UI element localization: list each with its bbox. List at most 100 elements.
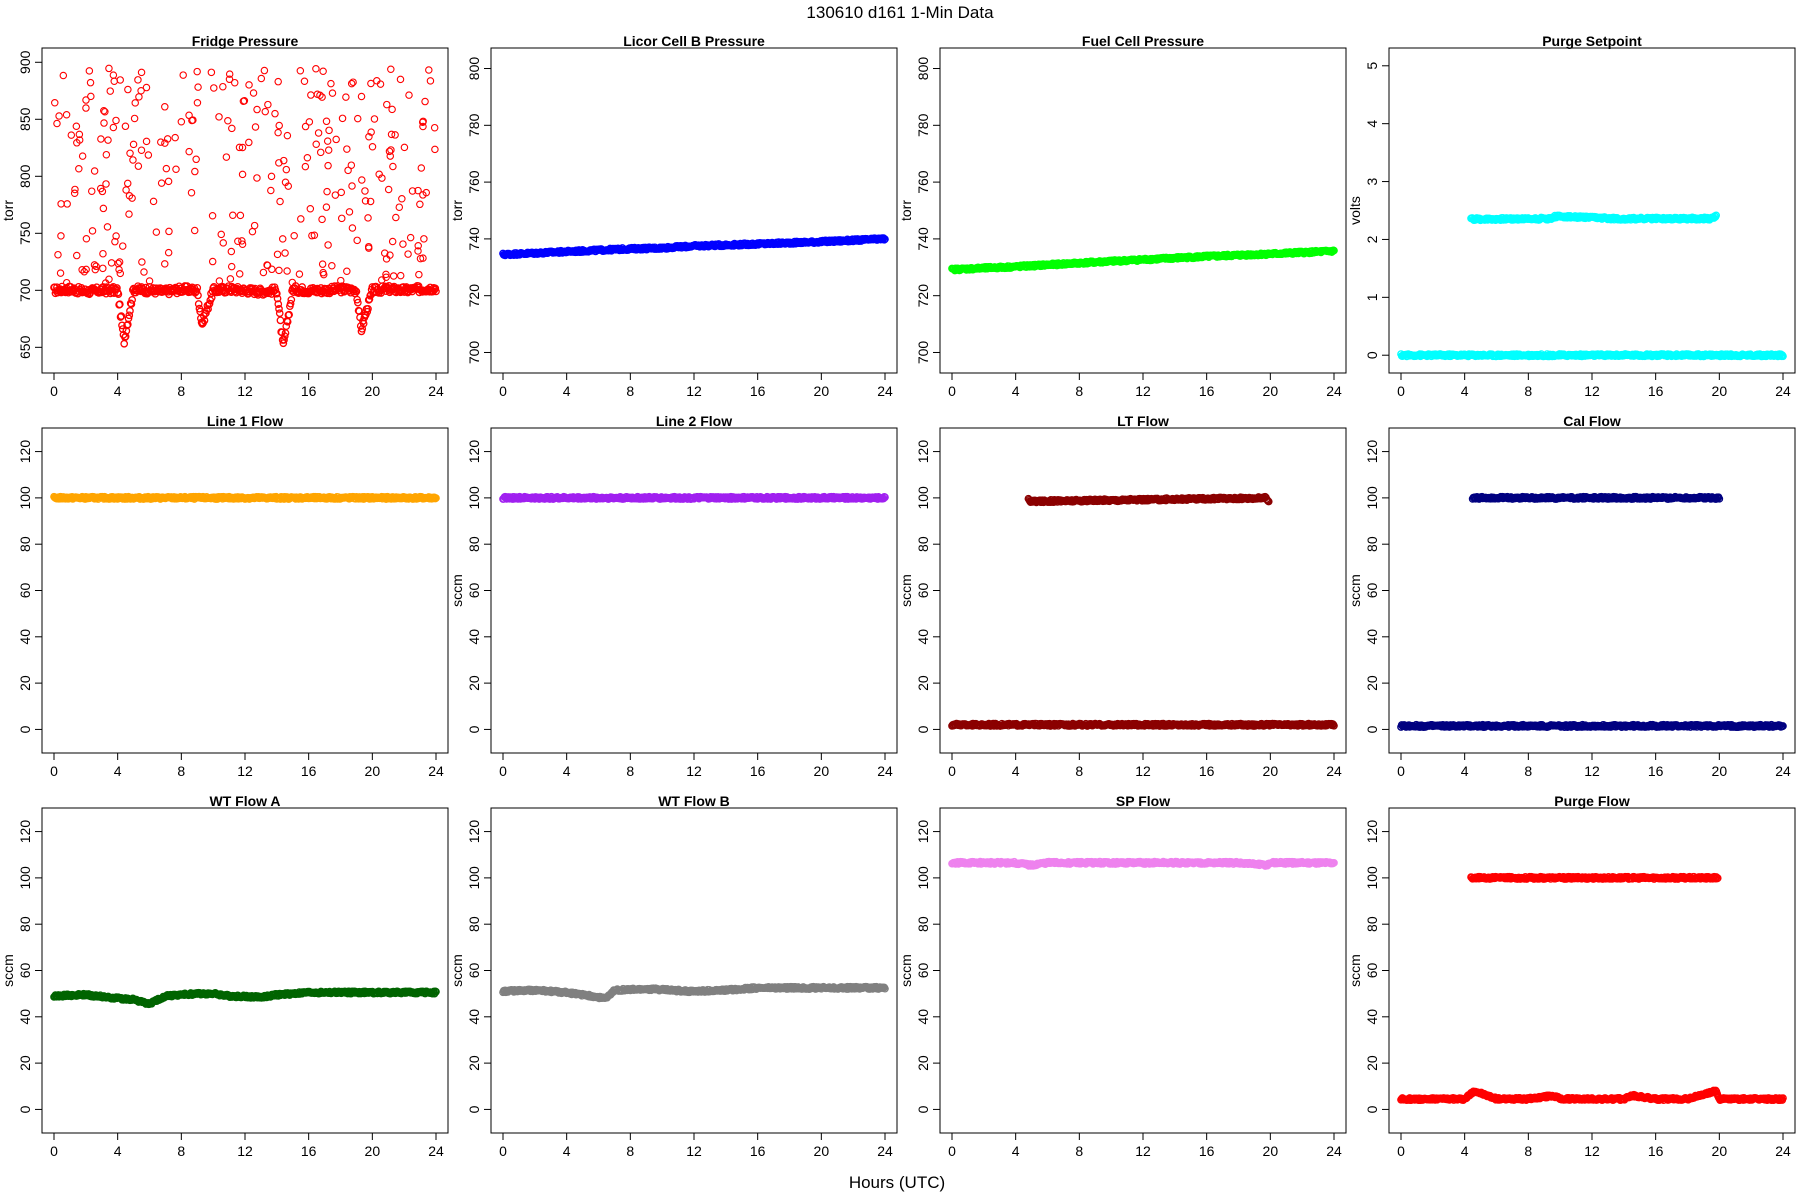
x-tick-label: 4 bbox=[1461, 763, 1469, 779]
x-tick-label: 16 bbox=[750, 383, 766, 399]
data-point bbox=[187, 188, 196, 197]
data-point bbox=[78, 152, 87, 160]
data-point bbox=[129, 140, 138, 149]
data-point bbox=[204, 305, 212, 313]
x-tick-label: 4 bbox=[114, 383, 122, 399]
data-point bbox=[1330, 246, 1338, 255]
x-tick-label: 12 bbox=[237, 763, 253, 779]
data-point bbox=[63, 200, 71, 208]
y-tick-label: 20 bbox=[915, 675, 931, 691]
data-point bbox=[226, 275, 235, 283]
data-point bbox=[121, 332, 130, 341]
data-point bbox=[228, 124, 236, 133]
y-tick-label: 850 bbox=[17, 107, 33, 131]
x-tick-label: 16 bbox=[1648, 763, 1664, 779]
data-point bbox=[281, 249, 289, 257]
data-point bbox=[380, 249, 389, 257]
data-point bbox=[100, 119, 108, 127]
data-point bbox=[57, 232, 65, 240]
data-point bbox=[208, 212, 217, 220]
data-point bbox=[318, 260, 327, 268]
data-point bbox=[138, 258, 146, 266]
data-point bbox=[332, 135, 340, 144]
data-point bbox=[337, 188, 346, 197]
y-tick-label: 800 bbox=[466, 57, 482, 81]
data-point bbox=[349, 78, 357, 86]
x-tick-label: 20 bbox=[1263, 383, 1279, 399]
data-point bbox=[112, 116, 120, 125]
data-point bbox=[343, 145, 351, 153]
data-point bbox=[275, 305, 283, 313]
data-point bbox=[99, 249, 107, 258]
data-point bbox=[260, 66, 269, 75]
data-point bbox=[328, 89, 337, 97]
x-tick-label: 0 bbox=[1397, 763, 1405, 779]
data-point bbox=[280, 336, 288, 344]
y-tick-label: 720 bbox=[466, 284, 482, 308]
data-point bbox=[124, 85, 132, 94]
y-tick-label: 60 bbox=[915, 583, 931, 599]
data-point bbox=[92, 262, 100, 271]
data-point bbox=[288, 278, 297, 287]
data-point bbox=[416, 254, 425, 263]
data-point bbox=[365, 295, 374, 304]
data-point bbox=[119, 242, 127, 250]
data-point bbox=[229, 211, 237, 219]
data-point bbox=[91, 265, 100, 274]
data-point bbox=[306, 204, 315, 213]
data-point bbox=[296, 67, 305, 75]
data-point bbox=[274, 300, 283, 308]
data-point bbox=[316, 148, 325, 157]
data-point bbox=[207, 68, 216, 77]
data-point bbox=[185, 147, 193, 156]
plot-frame bbox=[490, 427, 898, 754]
data-point bbox=[328, 262, 336, 270]
data-point bbox=[142, 83, 151, 92]
series-0 bbox=[499, 492, 889, 503]
data-point bbox=[227, 247, 236, 256]
data-point bbox=[125, 191, 134, 200]
y-tick-label: 40 bbox=[466, 629, 482, 645]
data-point bbox=[245, 138, 253, 147]
data-point bbox=[112, 232, 120, 240]
y-tick-label: 80 bbox=[17, 536, 33, 552]
data-point bbox=[414, 186, 422, 195]
data-point bbox=[129, 156, 137, 164]
data-point bbox=[99, 204, 108, 213]
data-point bbox=[137, 146, 146, 154]
data-point bbox=[318, 215, 326, 224]
data-point bbox=[425, 66, 433, 74]
x-tick-label: 12 bbox=[1135, 383, 1151, 399]
data-point bbox=[383, 100, 391, 109]
y-tick-label: 60 bbox=[1364, 583, 1380, 599]
data-point bbox=[353, 236, 361, 245]
data-point bbox=[295, 270, 304, 278]
series-0 bbox=[499, 234, 889, 260]
x-tick-label: 24 bbox=[428, 383, 444, 399]
data-point bbox=[134, 162, 143, 170]
data-point bbox=[105, 64, 113, 73]
x-tick-label: 20 bbox=[814, 763, 830, 779]
data-point bbox=[367, 128, 375, 136]
x-tick-label: 8 bbox=[626, 763, 634, 779]
y-tick-label: 20 bbox=[1364, 675, 1380, 691]
data-point bbox=[358, 324, 367, 333]
y-axis-label: torr bbox=[898, 200, 914, 221]
data-point bbox=[275, 266, 283, 275]
data-point bbox=[82, 265, 90, 274]
data-point bbox=[285, 310, 293, 319]
y-tick-label: 760 bbox=[466, 170, 482, 194]
data-point bbox=[421, 97, 429, 106]
data-point bbox=[192, 287, 201, 296]
data-point bbox=[120, 339, 129, 348]
data-point bbox=[193, 67, 201, 76]
data-point bbox=[368, 142, 377, 151]
data-point bbox=[179, 71, 187, 79]
data-point bbox=[344, 166, 352, 175]
